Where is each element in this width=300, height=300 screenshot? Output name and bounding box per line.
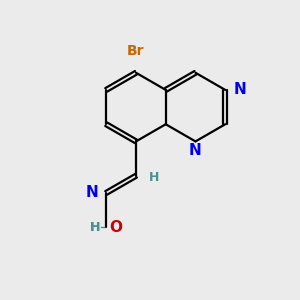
- Text: H: H: [149, 171, 159, 184]
- Text: N: N: [189, 143, 202, 158]
- Text: H: H: [90, 221, 100, 234]
- Text: N: N: [85, 185, 98, 200]
- Text: H: H: [90, 221, 100, 234]
- Text: N: N: [233, 82, 246, 98]
- Text: O: O: [109, 220, 122, 235]
- Text: Br: Br: [127, 44, 145, 58]
